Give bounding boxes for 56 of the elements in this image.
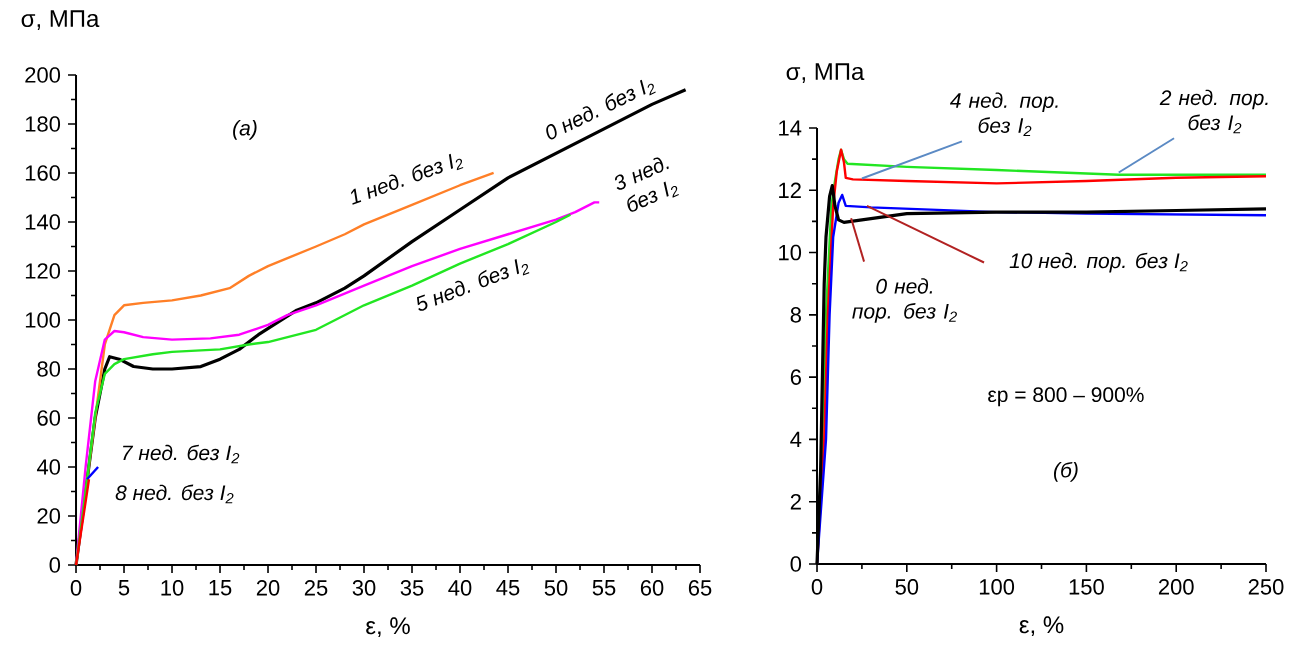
x-tick-label: 55 [592, 580, 616, 596]
y-tick-label: 20 [37, 508, 61, 524]
y-tick-label: 6 [790, 369, 801, 385]
y-tick-label: 8 [790, 307, 801, 323]
annotation: 3 нед. без I$_{2}$ [615, 157, 679, 212]
x-axis-title: ε, % [1019, 616, 1064, 637]
y-tick-label: 0 [49, 557, 61, 573]
x-tick-label: 200 [1158, 579, 1194, 595]
x-tick-label: 50 [544, 580, 568, 596]
y-tick-label: 40 [36, 459, 61, 475]
y-axis-title: σ, МПа [786, 63, 865, 83]
annotation: 2 нед. пор. без I$_{2}$ [1159, 89, 1268, 134]
y-tick-label: 200 [25, 67, 61, 83]
annotation: 5 нед. без I$_{2}$ [416, 259, 530, 311]
annotation: 10 нед. пор. без I$_{2}$ [1009, 252, 1188, 273]
y-tick-label: 12 [779, 182, 801, 198]
x-tick-label: 0 [811, 579, 823, 595]
y-tick-label: 60 [37, 410, 61, 426]
x-tick-label: 150 [1069, 579, 1104, 595]
x-tick-label: 50 [895, 579, 919, 595]
x-tick-label: 0 [70, 580, 82, 596]
x-tick-label: 65 [688, 580, 712, 596]
y-tick-label: 14 [779, 120, 802, 136]
annotation: 4 нед. пор. без I$_{2}$ [949, 92, 1058, 137]
annotation: 7 нед. без I$_{2}$ [123, 444, 240, 464]
annotation: (а) [233, 120, 257, 140]
y-tick-label: 180 [25, 116, 61, 132]
x-tick-label: 5 [118, 580, 130, 596]
y-tick-label: 100 [25, 312, 61, 328]
x-axis-title: ε, % [366, 617, 410, 638]
y-tick-label: 120 [25, 263, 61, 279]
x-tick-label: 35 [400, 580, 424, 596]
x-tick-label: 10 [161, 580, 184, 596]
x-tick-label: 45 [496, 580, 520, 596]
y-axis-title: σ, МПа [21, 10, 100, 30]
y-tick-label: 10 [779, 244, 802, 261]
x-tick-label: 30 [352, 580, 376, 596]
annotation: εp = 800 – 900% [988, 387, 1144, 407]
y-tick-label: 4 [790, 431, 802, 447]
y-tick-label: 140 [25, 214, 61, 230]
x-tick-label: 40 [448, 580, 472, 596]
y-tick-label: 2 [790, 494, 801, 510]
annotation: 8 нед. без I$_{2}$ [115, 484, 234, 504]
x-tick-label: 15 [209, 580, 232, 596]
y-tick-label: 0 [790, 556, 802, 572]
x-tick-label: 100 [979, 579, 1015, 595]
annotation: 1 нед. без I$_{2}$ [351, 153, 464, 205]
annotation: (б) [1054, 461, 1078, 482]
annotation: 0 нед. пор. без I$_{2}$ [852, 278, 957, 323]
y-tick-label: 160 [25, 165, 61, 181]
x-tick-label: 20 [256, 580, 280, 596]
y-tick-label: 80 [37, 361, 61, 377]
x-tick-label: 250 [1248, 579, 1284, 595]
x-tick-label: 25 [304, 580, 328, 596]
annotation: 0 нед. без I$_{2}$ [546, 79, 656, 140]
x-tick-label: 60 [640, 580, 664, 596]
